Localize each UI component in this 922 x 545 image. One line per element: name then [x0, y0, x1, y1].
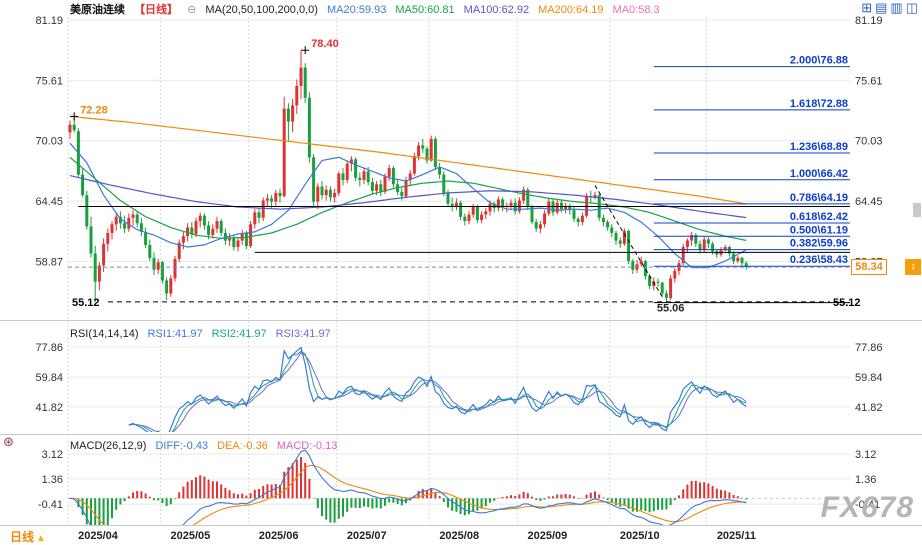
y-axis-label: 77.86	[855, 342, 883, 354]
y-axis-label: 75.61	[35, 75, 63, 87]
ma-line-ma50	[69, 156, 747, 241]
trend-line[interactable]	[594, 185, 663, 298]
y-axis-label: 75.61	[855, 75, 883, 87]
indicator-value: RSI2:41.97	[211, 328, 267, 340]
x-axis-label: 2025/04	[78, 530, 119, 542]
x-axis-label: 2025/05	[171, 530, 211, 542]
period-selector-arrow-icon: ▲	[36, 533, 46, 544]
fib-label: 0.786\64.19	[790, 192, 848, 204]
ma-line-ma200	[69, 115, 747, 205]
price-annotation: 55.06	[657, 303, 685, 315]
indicator-line	[128, 346, 747, 432]
fib-label: 0.382\59.96	[790, 238, 848, 250]
y-axis-label: -0.41	[855, 499, 880, 511]
fib-label: 1.618\72.88	[790, 98, 848, 110]
y-axis-label: 41.82	[855, 402, 883, 414]
macd-histogram	[69, 457, 748, 525]
fib-label: 0.618\62.42	[790, 211, 848, 223]
indicator-value: MA50:60.81	[395, 4, 455, 16]
grid	[67, 17, 850, 524]
candlestick-series	[68, 50, 748, 303]
fibonacci-retracement[interactable]: 2.000\76.88 1.618\72.88 1.236\68.89 1.000\6…	[653, 55, 850, 267]
layout-toolbar: ⊞ ▤ ▥ ◫	[861, 0, 918, 15]
period-label[interactable]: 【日线】	[134, 4, 179, 16]
indicator-value: RSI3:41.97	[275, 328, 331, 340]
price-annotation: 78.40	[311, 38, 339, 50]
fib-label: 0.500\61.19	[790, 224, 848, 236]
fib-label: 0.236\58.43	[790, 254, 848, 266]
y-axis-label: 81.19	[35, 15, 63, 27]
indicator-value: RSI1:41.97	[147, 328, 203, 340]
y-axis-label: 3.12	[855, 449, 876, 461]
indicator-value: MA100:62.92	[463, 4, 530, 16]
y-axis-label: 1.36	[855, 474, 876, 486]
indicator-value: MA200:64.19	[538, 4, 604, 16]
y-axis-label: 59.84	[35, 372, 63, 384]
layout-rows-icon[interactable]: ▤	[875, 0, 888, 15]
fib-label: 1.000\66.42	[790, 168, 848, 180]
indicator-value: DEA:-0.36	[217, 440, 268, 452]
price-annotation: 72.28	[80, 104, 108, 116]
rsi-values: RSI1:41.97 RSI2:41.97 RSI3:41.97	[148, 328, 340, 340]
layout-quad-icon[interactable]: ⊞	[861, 0, 873, 15]
rsi-params-label[interactable]: RSI(14,14,14)	[70, 328, 139, 340]
ma-params-label[interactable]: MA(20,50,100,200,0,0)	[205, 4, 318, 16]
x-axis-label: 2025/11	[717, 530, 756, 542]
y-axis-label: 59.84	[855, 372, 883, 384]
indicator-value: DIFF:-0.43	[155, 440, 209, 452]
y-axis-label: 41.82	[35, 402, 63, 414]
x-axis-label: 2025/06	[259, 530, 299, 542]
last-price-value: 58.34	[855, 261, 883, 274]
main-chart-header: 美原油连续 【日线】 ⊖ MA(20,50,100,200,0,0) MA20:…	[70, 3, 675, 17]
ma-line-ma100	[69, 175, 747, 219]
axis-drag-handle[interactable]	[913, 203, 921, 217]
macd-params-label[interactable]: MACD(26,12,9)	[70, 440, 147, 452]
indicator-line	[69, 464, 747, 525]
ma-values: MA20:59.93 MA50:60.81 MA100:62.92 MA200:64.…	[327, 4, 669, 16]
y-axis-label: -0.41	[38, 499, 63, 511]
indicator-value: MA20:59.93	[327, 4, 387, 16]
ma-line-ma20	[69, 142, 747, 269]
x-axis-label: 2025/09	[528, 530, 568, 542]
y-axis-label: 64.45	[35, 196, 63, 208]
indicator-value: MA0:58.3	[612, 4, 660, 16]
watermark: FX678	[820, 491, 914, 524]
rsi-header: RSI(14,14,14) RSI1:41.97 RSI2:41.97 RSI3:4…	[70, 327, 346, 341]
y-axis-label: 3.12	[42, 449, 63, 461]
y-axis-label: 70.03	[855, 136, 883, 148]
crosshair-tool-icon[interactable]: ⊛	[3, 434, 14, 449]
period-selector[interactable]: 日线 ▲	[10, 528, 46, 545]
y-axis-label: 77.86	[35, 342, 63, 354]
price-axis-handle[interactable]: ↕	[905, 259, 921, 276]
period-selector-label: 日线	[10, 530, 35, 544]
x-axis-label: 2025/08	[439, 530, 479, 542]
y-axis-label: 81.19	[855, 15, 883, 27]
y-axis-label: 1.36	[42, 474, 63, 486]
x-axis-label: 2025/07	[347, 530, 387, 542]
y-axis-label: 64.45	[855, 196, 883, 208]
level-label-left: 55.12	[72, 297, 100, 309]
macd-values: DIFF:-0.43 DEA:-0.36 MACD:-0.13	[155, 440, 346, 452]
layout-cols-icon[interactable]: ▥	[890, 0, 903, 15]
layout-split-icon[interactable]: ◫	[905, 0, 918, 15]
y-axis-label: 58.87	[35, 256, 63, 268]
x-axis-label: 2025/10	[620, 530, 660, 542]
indicator-value: MACD:-0.13	[276, 440, 338, 452]
fib-label: 2.000\76.88	[790, 55, 848, 67]
level-label-right: 55.12	[833, 297, 861, 309]
fib-label: 1.236\68.89	[790, 141, 848, 153]
indicator-line	[69, 449, 747, 525]
last-price-tag: 58.34	[851, 259, 887, 276]
macd-header: MACD(26,12,9) DIFF:-0.43 DEA:-0.36 MACD:-0…	[70, 439, 352, 453]
instrument-title: 美原油连续	[70, 4, 125, 16]
collapse-icon[interactable]: ⊖	[187, 4, 197, 16]
y-axis-label: 70.03	[35, 136, 63, 148]
